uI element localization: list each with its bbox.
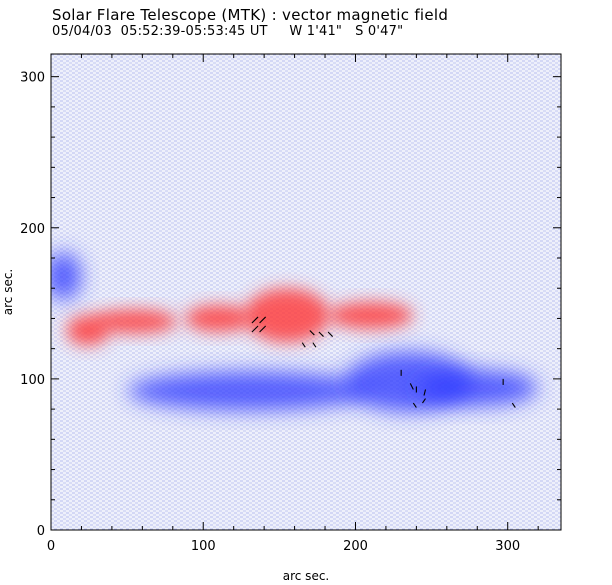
field-vector-16 [511, 402, 516, 408]
field-vector-0 [251, 316, 259, 324]
field-vector-12 [423, 389, 427, 396]
x-axis-label: arc sec. [283, 569, 329, 583]
negative-polarity-region-3 [51, 251, 82, 301]
x-tick-label: 100 [191, 539, 216, 554]
field-vector-3 [259, 325, 267, 333]
field-vector-1 [259, 316, 267, 324]
field-vector-4 [309, 330, 315, 336]
x-tick-label: 200 [343, 539, 368, 554]
y-tick-label: 200 [20, 222, 45, 237]
y-tick-label: 100 [20, 373, 45, 388]
x-tick-label: 300 [495, 539, 520, 554]
positive-polarity-region-1 [184, 304, 252, 333]
y-tick-label: 0 [37, 524, 45, 539]
plot-frame [50, 53, 562, 531]
y-axis-label: arc sec. [1, 269, 15, 315]
field-vector-2 [251, 325, 259, 333]
field-vector-13 [412, 402, 417, 408]
field-vector-7 [301, 342, 306, 348]
positive-polarity-region-4 [328, 301, 414, 330]
positive-polarity-region-3 [66, 315, 109, 346]
field-vector-6 [327, 331, 334, 337]
field-vector-10 [409, 383, 414, 390]
field-vector-5 [318, 331, 324, 337]
negative-polarity-region-2 [416, 369, 539, 407]
field-vector-8 [312, 342, 317, 348]
y-tick-label: 300 [20, 71, 45, 86]
chart-title: Solar Flare Telescope (MTK) : vector mag… [52, 6, 449, 24]
field-vector-14 [422, 398, 426, 404]
chart-subtitle: 05/04/03 05:52:39-05:53:45 UT W 1'41" S … [52, 24, 404, 39]
negative-polarity-region-0 [127, 371, 371, 411]
positive-polarity-region-2 [92, 309, 178, 334]
positive-polarity-region-0 [244, 288, 330, 343]
x-tick-label: 0 [47, 539, 55, 554]
